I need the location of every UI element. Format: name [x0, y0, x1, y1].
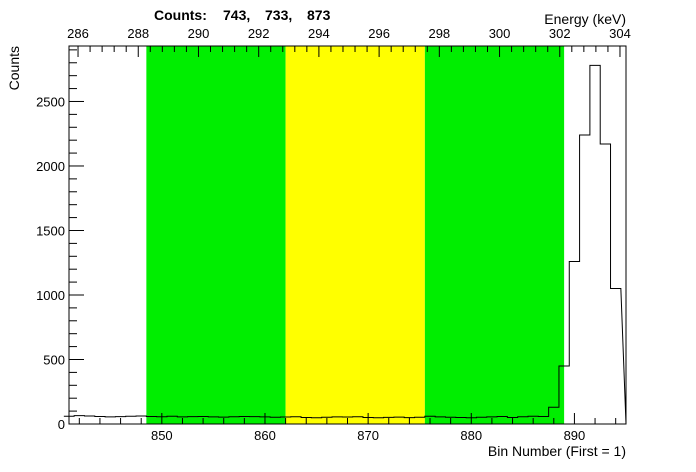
top-tick-label: 298: [428, 26, 450, 41]
region-band-2: [285, 46, 425, 424]
axis-tick-labels: 850 860 870 880 890 0 500 1000 1500 2000 2500 286 28…: [36, 26, 631, 443]
y-tick-label: 1000: [36, 288, 65, 303]
top-tick-label: 304: [609, 26, 631, 41]
x-axis-title-bottom: Bin Number (First = 1): [488, 443, 626, 459]
x-axis-title-top: Energy (keV): [544, 11, 626, 27]
counts-value-right: 873: [307, 7, 331, 23]
top-tick-label: 292: [248, 26, 270, 41]
counts-value-left: 743,: [223, 7, 250, 23]
top-tick-label: 290: [188, 26, 210, 41]
y-axis-title: Counts: [6, 46, 22, 90]
histogram-line: [63, 64, 627, 425]
x-tick-label: 880: [460, 428, 482, 443]
x-tick-label: 870: [357, 428, 379, 443]
top-tick-label: 300: [489, 26, 511, 41]
top-tick-label: 296: [368, 26, 390, 41]
axis-ticks: [69, 46, 621, 425]
top-tick-label: 302: [549, 26, 571, 41]
y-tick-label: 2000: [36, 159, 65, 174]
region-band-3: [424, 46, 565, 424]
x-tick-label: 860: [254, 428, 276, 443]
counts-label: Counts:: [154, 7, 207, 23]
top-tick-label: 294: [308, 26, 330, 41]
y-tick-label: 2500: [36, 94, 65, 109]
counts-value-middle: 733,: [265, 7, 292, 23]
top-tick-label: 286: [67, 26, 89, 41]
x-tick-label: 890: [564, 428, 586, 443]
top-tick-label: 288: [127, 26, 149, 41]
region-bands: [146, 46, 565, 424]
x-tick-label: 850: [151, 428, 173, 443]
y-tick-label: 1500: [36, 223, 65, 238]
y-tick-label: 500: [43, 352, 65, 367]
region-band-1: [146, 46, 286, 424]
y-tick-label: 0: [58, 417, 65, 432]
